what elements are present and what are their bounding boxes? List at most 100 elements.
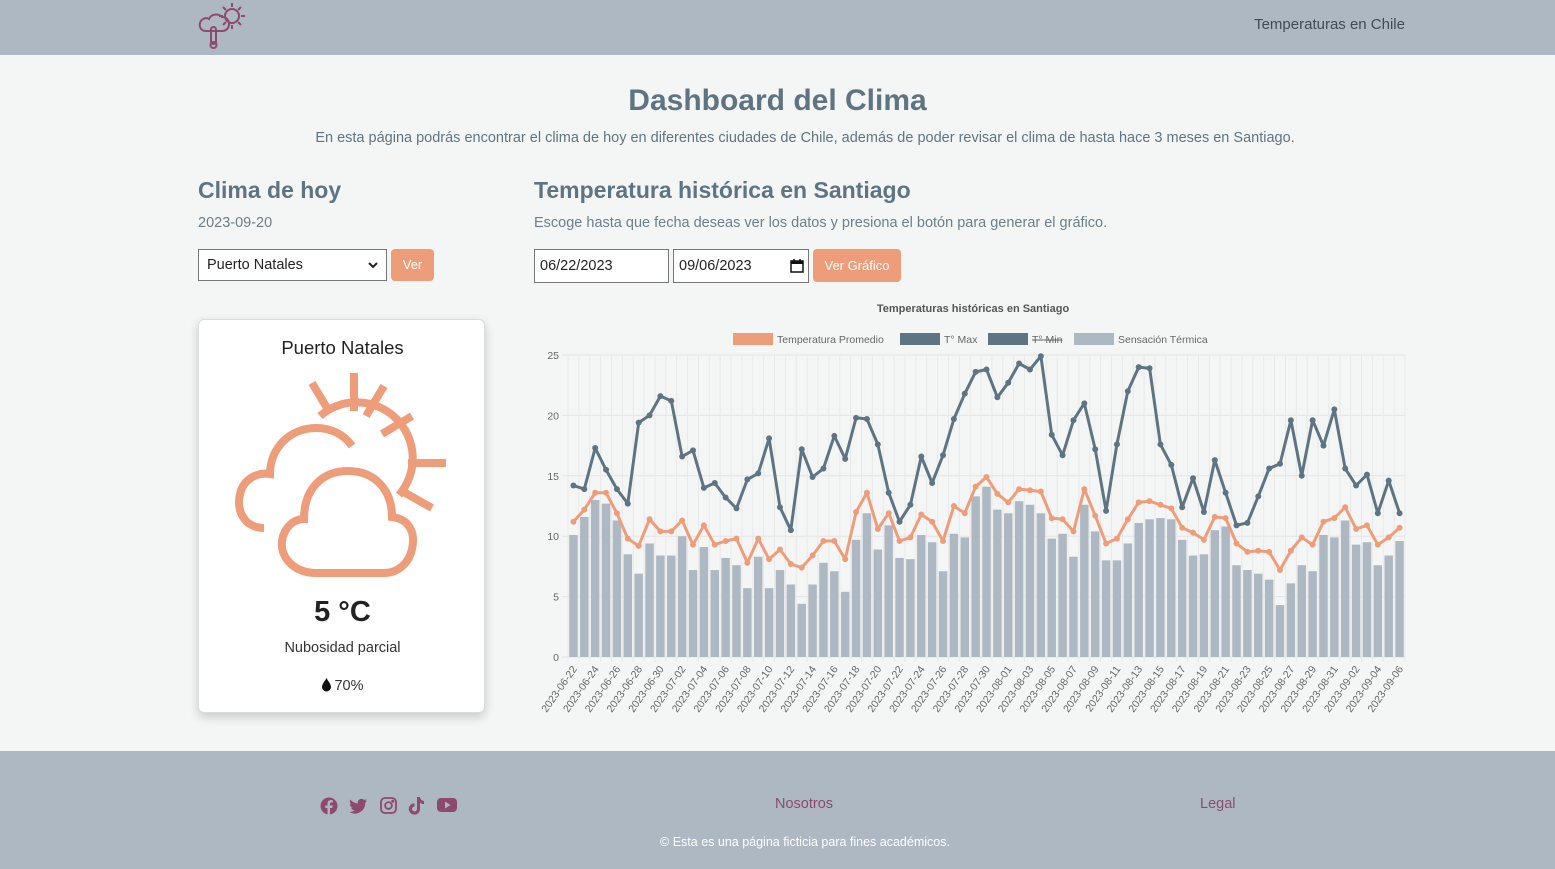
- point-temperatura-promedio: [809, 552, 816, 559]
- point-temperatura-promedio: [1331, 515, 1338, 522]
- bar-sensacion-termica: [949, 533, 959, 657]
- point-t-max: [1222, 489, 1229, 496]
- point-temperatura-promedio: [733, 535, 740, 542]
- point-temperatura-promedio: [983, 474, 990, 481]
- point-t-max: [1200, 509, 1207, 516]
- ver-grafico-button[interactable]: Ver Gráfico: [813, 249, 901, 282]
- end-date-input[interactable]: 09/06/2023: [673, 249, 809, 283]
- point-t-max: [972, 368, 979, 375]
- bar-sensacion-termica: [884, 525, 893, 657]
- facebook-icon[interactable]: [320, 797, 338, 815]
- bar-sensacion-termica: [938, 571, 948, 657]
- point-temperatura-promedio: [1026, 487, 1033, 494]
- legend-swatch: [900, 333, 940, 345]
- point-t-max: [863, 416, 870, 423]
- point-temperatura-promedio: [1276, 567, 1283, 574]
- point-temperatura-promedio: [1037, 488, 1044, 495]
- point-t-max: [1233, 522, 1240, 529]
- point-t-max: [1059, 452, 1066, 459]
- nav-link-temperaturas[interactable]: Temperaturas en Chile: [1254, 16, 1405, 33]
- point-temperatura-promedio: [700, 522, 707, 529]
- point-temperatura-promedio: [831, 538, 838, 545]
- point-temperatura-promedio: [1190, 529, 1197, 536]
- point-t-max: [570, 482, 577, 489]
- bar-sensacion-termica: [601, 503, 611, 657]
- point-temperatura-promedio: [668, 528, 675, 535]
- weather-thermometer-logo-icon[interactable]: [196, 1, 248, 49]
- bar-sensacion-termica: [1308, 571, 1317, 657]
- youtube-icon[interactable]: [437, 797, 457, 813]
- point-t-max: [1396, 510, 1403, 517]
- point-t-max: [668, 397, 675, 404]
- point-temperatura-promedio: [1342, 504, 1349, 511]
- bar-sensacion-termica: [634, 573, 643, 657]
- point-t-max: [1081, 400, 1088, 407]
- point-temperatura-promedio: [1363, 522, 1370, 529]
- bar-sensacion-termica: [960, 537, 969, 657]
- bar-sensacion-termica: [732, 565, 741, 657]
- bar-sensacion-termica: [623, 554, 633, 657]
- end-date-value: 09/06/2023: [679, 258, 752, 274]
- tiktok-icon[interactable]: [408, 797, 425, 815]
- point-t-max: [1124, 388, 1131, 395]
- point-t-max: [1211, 457, 1218, 464]
- bar-sensacion-termica: [1199, 554, 1209, 657]
- point-temperatura-promedio: [690, 541, 697, 548]
- point-temperatura-promedio: [1113, 535, 1120, 542]
- y-tick-label: 10: [547, 531, 559, 543]
- city-select[interactable]: Puerto Natales: [198, 249, 387, 281]
- bar-sensacion-termica: [1080, 504, 1089, 657]
- bar-sensacion-termica: [917, 534, 926, 657]
- bar-sensacion-termica: [1058, 533, 1067, 657]
- y-tick-label: 15: [547, 471, 559, 483]
- bar-sensacion-termica: [1243, 570, 1252, 657]
- calendar-icon[interactable]: [790, 259, 804, 273]
- point-t-max: [657, 393, 664, 400]
- bar-sensacion-termica: [1036, 513, 1046, 657]
- point-temperatura-promedio: [798, 564, 805, 571]
- bar-sensacion-termica: [667, 555, 676, 657]
- point-t-max: [635, 419, 642, 426]
- ver-button[interactable]: Ver: [391, 249, 434, 281]
- point-temperatura-promedio: [1016, 486, 1023, 493]
- bar-sensacion-termica: [1101, 560, 1111, 657]
- point-t-max: [722, 494, 729, 501]
- point-t-max: [1353, 482, 1360, 489]
- point-temperatura-promedio: [711, 541, 718, 548]
- card-city-name: Puerto Natales: [281, 337, 404, 358]
- weather-card: Puerto Natales 5 °C Nubosidad parcial 70…: [198, 319, 485, 713]
- point-t-max: [624, 500, 631, 507]
- point-t-max: [755, 470, 762, 477]
- point-t-max: [787, 527, 794, 534]
- point-temperatura-promedio: [950, 503, 957, 509]
- humidity-value: 70%: [334, 678, 364, 694]
- bar-sensacion-termica: [721, 557, 730, 657]
- point-temperatura-promedio: [755, 535, 762, 542]
- point-t-max: [603, 466, 610, 473]
- bar-sensacion-termica: [1330, 537, 1339, 657]
- bar-sensacion-termica: [1145, 519, 1154, 657]
- footer-link-legal[interactable]: Legal: [1200, 796, 1236, 812]
- point-temperatura-promedio: [603, 489, 610, 496]
- instagram-icon[interactable]: [380, 797, 397, 814]
- point-t-max: [918, 453, 925, 460]
- point-t-max: [994, 394, 1001, 401]
- point-temperatura-promedio: [961, 510, 968, 517]
- y-tick-label: 0: [553, 652, 559, 664]
- point-temperatura-promedio: [896, 538, 903, 545]
- bar-sensacion-termica: [1362, 542, 1372, 657]
- point-t-max: [853, 414, 860, 421]
- bar-sensacion-termica: [786, 584, 796, 657]
- partly-cloudy-icon: [235, 373, 446, 577]
- footer-link-nosotros[interactable]: Nosotros: [775, 796, 834, 812]
- card-temperature: 5 °C: [314, 596, 371, 628]
- start-date-input[interactable]: 06/22/2023: [534, 249, 669, 283]
- bar-sensacion-termica: [569, 534, 578, 657]
- point-temperatura-promedio: [1222, 515, 1229, 522]
- bar-sensacion-termica: [656, 555, 665, 657]
- point-t-max: [1005, 379, 1012, 386]
- point-t-max: [1113, 441, 1120, 448]
- twitter-icon[interactable]: [349, 797, 368, 815]
- point-temperatura-promedio: [1266, 548, 1273, 555]
- point-temperatura-promedio: [1298, 534, 1305, 541]
